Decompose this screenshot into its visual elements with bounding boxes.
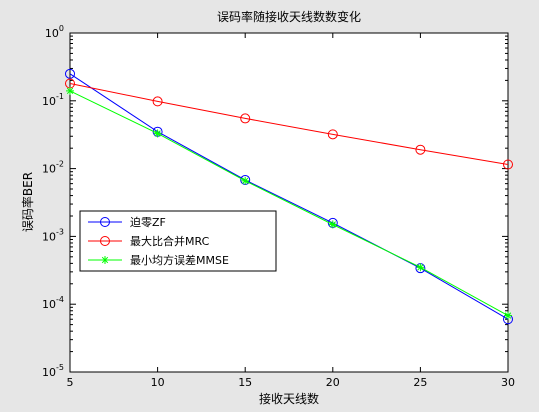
data-point: [327, 129, 338, 140]
data-point: [240, 113, 251, 124]
data-point: [101, 256, 109, 264]
series-2: [65, 78, 513, 170]
legend-item: 最小均方误差MMSE: [88, 253, 229, 267]
y-tick-label: 10-3: [42, 227, 64, 243]
y-axis-label: 误码率BER: [20, 172, 35, 232]
legend: 迫零ZF 最大比合并MRC 最小均方误差MMSE: [79, 210, 277, 272]
legend-label: 最小均方误差MMSE: [130, 253, 229, 267]
data-point: [152, 96, 163, 107]
data-point: [416, 263, 425, 272]
x-tick-label: 15: [238, 376, 252, 389]
y-tick-label: 100: [45, 24, 64, 40]
x-tick-label: 25: [413, 376, 427, 389]
legend-item: 迫零ZF: [88, 215, 166, 229]
marker-stroke: [101, 256, 109, 264]
data-point: [66, 86, 74, 95]
series-3: [66, 86, 512, 320]
series-line: [69, 83, 509, 165]
data-point: [100, 236, 110, 246]
data-point: [504, 311, 512, 320]
chart-title: 误码率随接收天线数数变化: [217, 9, 361, 24]
data-point: [65, 68, 75, 79]
y-tick-label: 10-2: [42, 160, 64, 176]
marker-stroke: [417, 264, 424, 271]
marker-stroke: [504, 312, 512, 319]
series-line: [69, 90, 509, 317]
data-point: [415, 144, 426, 155]
x-tick-label: 5: [67, 376, 74, 389]
data-point: [153, 129, 162, 138]
data-point: [503, 159, 513, 170]
series-line: [69, 73, 509, 320]
marker-stroke: [242, 177, 249, 184]
y-tick-label: 10-1: [42, 92, 64, 108]
legend-item: 最大比合并MRC: [88, 234, 210, 248]
series-layer: [65, 68, 513, 325]
legend-label: 迫零ZF: [130, 215, 166, 229]
marker-stroke: [66, 87, 74, 95]
y-tick-label: 10-4: [42, 295, 64, 311]
x-tick-label: 30: [501, 376, 515, 389]
axes-box: [69, 32, 509, 373]
axes: 5 10 15 20 25 30 100 10-1 10-2 10-3 10-4 10-5: [42, 24, 515, 389]
x-axis-label: 接收天线数: [259, 391, 319, 406]
marker-stroke: [329, 221, 336, 228]
data-point: [241, 176, 250, 185]
x-tick-label: 20: [326, 376, 340, 389]
data-point: [100, 217, 110, 227]
marker-stroke: [154, 130, 161, 137]
y-tick-label: 10-5: [42, 363, 64, 379]
legend-label: 最大比合并MRC: [130, 234, 210, 248]
x-tick-label: 10: [151, 376, 165, 389]
data-point: [328, 220, 337, 229]
